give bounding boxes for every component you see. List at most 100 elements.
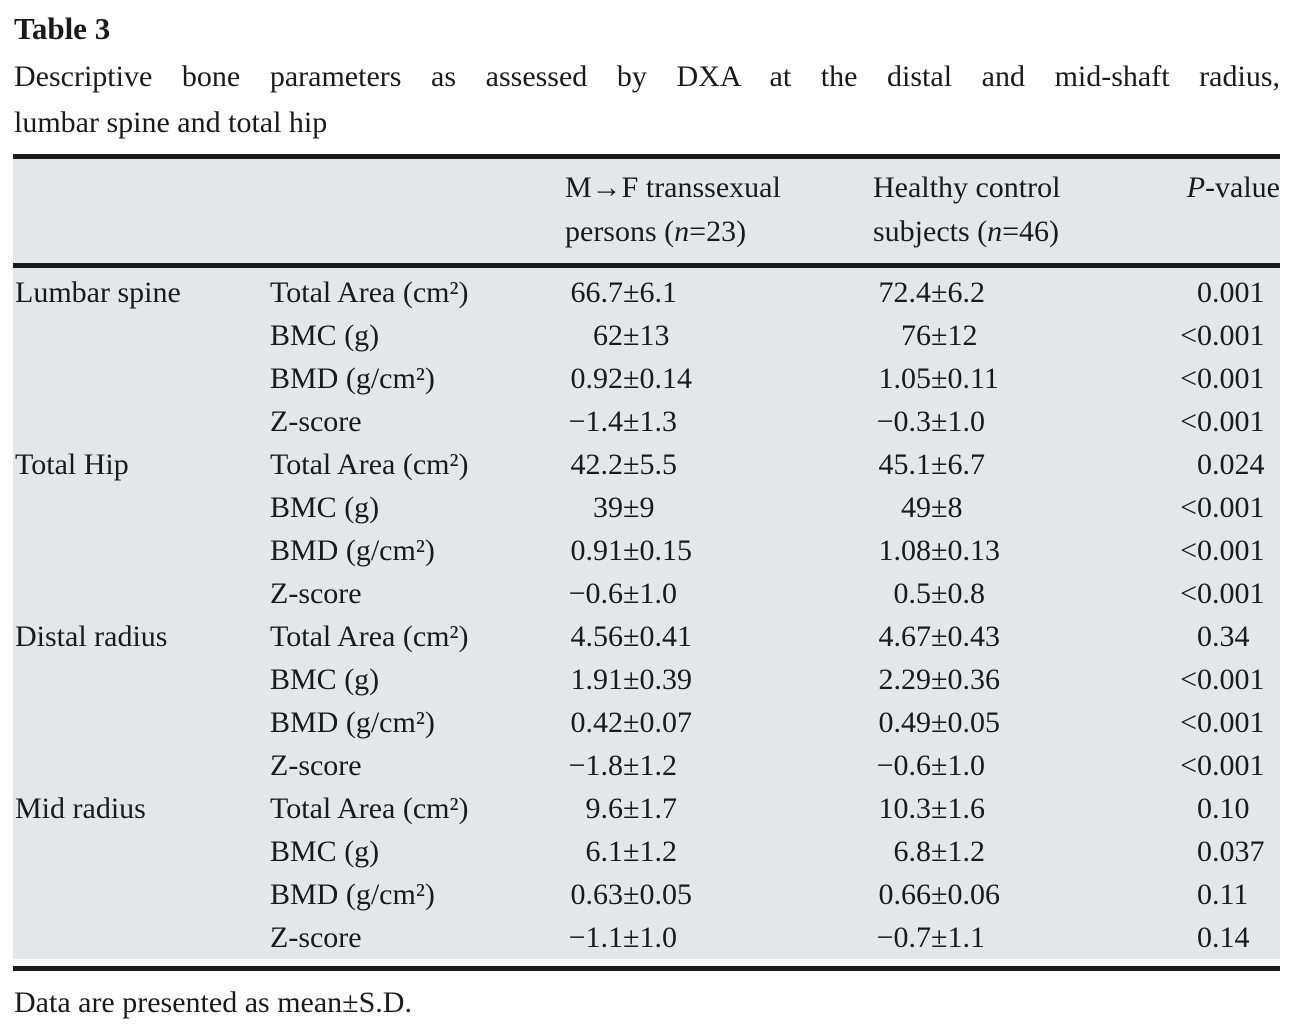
plus-minus-symbol: ± [931,405,948,438]
region-label [13,357,270,400]
p-value: 0.34 [1197,620,1250,653]
header-control-group: Healthy control subjects (n=46) [873,156,1173,268]
p-value: 0.001 [1197,276,1265,309]
p-value: 0.037 [1197,835,1265,868]
p-value: 0.001 [1197,663,1265,696]
mf-mean: −1.1 [568,921,623,954]
mf-sd: 6.1 [639,276,677,309]
control-mean: 2.29 [878,663,932,696]
region-label [13,572,270,615]
parameter-label: Z-score [270,577,362,610]
mf-sd: 0.07 [639,706,692,739]
control-sd: 1.2 [947,835,985,868]
control-mean: 6.8 [893,835,932,868]
region-label [13,873,270,916]
mf-value-cell: −1.1±1.0 [565,916,873,959]
p-value-cell: 0.024 [1173,443,1280,486]
mf-value-cell: −1.4±1.3 [565,400,873,443]
region-label [13,744,270,787]
table-row: Z-score −1.8±1.2 −0.6±1.0 <0.001 [13,744,1280,787]
region-label [13,830,270,873]
control-value-cell: 72.4±6.2 [873,266,1173,315]
p-value: 0.024 [1197,448,1265,481]
mf-mean: 0.92 [570,362,624,395]
control-sd: 8 [947,491,963,524]
p-value: 0.001 [1197,319,1265,352]
control-value-cell: −0.6±1.0 [873,744,1173,787]
control-sd: 0.36 [947,663,1000,696]
table-row: Total Hip Total Area (cm²) 42.2±5.5 45.1… [13,443,1280,486]
table-row: BMD (g/cm²) 0.91±0.15 1.08±0.13 <0.001 [13,529,1280,572]
p-value-cell: 0.037 [1173,830,1280,873]
plus-minus-symbol: ± [931,921,948,954]
plus-minus-symbol: ± [931,319,948,352]
p-prefix: < [1180,577,1197,610]
table-row: Z-score −0.6±1.0 0.5±0.8 <0.001 [13,572,1280,615]
p-value: 0.001 [1197,706,1265,739]
control-mean: 76 [901,319,931,352]
table-row: BMD (g/cm²) 0.42±0.07 0.49±0.05 <0.001 [13,701,1280,744]
header-p-italic: P [1186,171,1206,204]
mf-sd: 1.3 [639,405,677,438]
region-label [13,701,270,744]
p-prefix: < [1180,405,1197,438]
parameter-label: Z-score [270,405,362,438]
plus-minus-symbol: ± [623,792,640,825]
mf-sd: 1.2 [639,749,677,782]
plus-minus-symbol: ± [931,491,948,524]
mf-sd: 1.2 [639,835,677,868]
table-header: M→F transsexual persons (n=23) Healthy c… [13,156,1280,268]
control-sd: 0.13 [947,534,1000,567]
mf-value-cell: 66.7±6.1 [565,266,873,315]
mf-value-cell: −0.6±1.0 [565,572,873,615]
p-prefix: < [1180,362,1197,395]
mf-mean: 0.63 [570,878,624,911]
parameter-label: BMC (g) [270,491,380,524]
mf-value-cell: 0.63±0.05 [565,873,873,916]
control-value-cell: 4.67±0.43 [873,615,1173,658]
header-control-line1: Healthy control [873,171,1061,204]
p-value-cell: <0.001 [1173,400,1280,443]
control-mean: −0.3 [876,405,931,438]
table-row: BMC (g) 1.91±0.39 2.29±0.36 <0.001 [13,658,1280,701]
control-value-cell: 1.05±0.11 [873,357,1173,400]
p-value-cell: 0.10 [1173,787,1280,830]
parameter-label: Total Area (cm²) [270,620,469,653]
control-value-cell: 76±12 [873,314,1173,357]
parameter-label: Total Area (cm²) [270,448,469,481]
p-value-cell: <0.001 [1173,701,1280,744]
plus-minus-symbol: ± [931,534,948,567]
control-value-cell: −0.7±1.1 [873,916,1173,959]
control-mean: −0.7 [876,921,931,954]
region-label: Mid radius [15,792,146,825]
p-value: 0.001 [1197,749,1265,782]
table-row: Distal radius Total Area (cm²) 4.56±0.41… [13,615,1280,658]
p-value-cell: 0.11 [1173,873,1280,916]
control-value-cell: 0.66±0.06 [873,873,1173,916]
plus-minus-symbol: ± [623,663,640,696]
mf-mean: −1.4 [568,405,623,438]
control-sd: 6.2 [947,276,985,309]
plus-minus-symbol: ± [931,749,948,782]
mf-sd: 1.7 [639,792,677,825]
mf-mean: 1.91 [570,663,624,696]
control-mean: −0.6 [876,749,931,782]
parameter-label: Z-score [270,749,362,782]
mf-value-cell: 0.91±0.15 [565,529,873,572]
header-mf-n: n [674,215,690,248]
control-mean: 1.05 [878,362,932,395]
p-prefix: < [1180,319,1197,352]
control-mean: 0.5 [893,577,932,610]
mf-mean: 62 [593,319,623,352]
header-parameter-blank [270,156,565,268]
mf-mean: −1.8 [568,749,623,782]
control-sd: 6.7 [947,448,985,481]
region-label [13,400,270,443]
control-value-cell: 6.8±1.2 [873,830,1173,873]
region-label: Total Hip [15,448,129,481]
control-sd: 12 [947,319,978,352]
plus-minus-symbol: ± [931,620,948,653]
mf-sd: 5.5 [639,448,677,481]
mf-sd: 0.41 [639,620,692,653]
p-value-cell: <0.001 [1173,529,1280,572]
